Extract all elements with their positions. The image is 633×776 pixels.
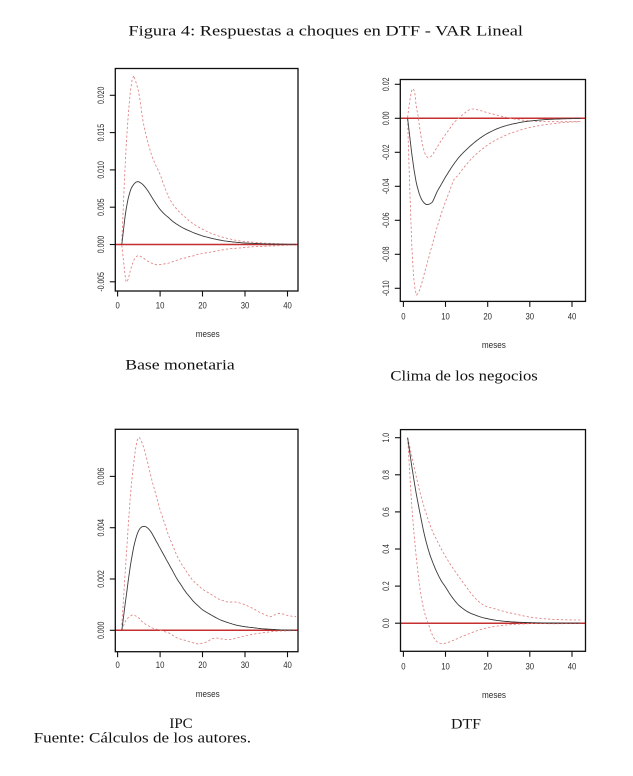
svg-text:10: 10 (441, 661, 450, 671)
svg-text:40: 40 (283, 660, 292, 670)
svg-text:0.002: 0.002 (96, 570, 106, 588)
svg-text:10: 10 (156, 301, 165, 311)
svg-text:0.000: 0.000 (96, 236, 106, 254)
svg-text:-0.02: -0.02 (381, 144, 391, 160)
svg-text:0.0: 0.0 (381, 618, 391, 628)
svg-text:0.2: 0.2 (381, 581, 391, 591)
svg-text:0: 0 (401, 311, 405, 321)
svg-text:0.8: 0.8 (381, 470, 391, 480)
svg-text:30: 30 (526, 661, 535, 671)
svg-text:0.015: 0.015 (96, 124, 106, 142)
svg-text:40: 40 (283, 301, 292, 311)
svg-text:Figura 4: Respuestas a choques: Figura 4: Respuestas a choques en DTF - … (128, 23, 523, 40)
svg-text:-0.08: -0.08 (381, 246, 391, 262)
svg-text:-0.005: -0.005 (96, 272, 106, 292)
svg-text:DTF: DTF (451, 717, 481, 733)
svg-text:20: 20 (483, 661, 492, 671)
svg-text:meses: meses (196, 329, 220, 340)
svg-text:0.00: 0.00 (381, 111, 391, 125)
svg-text:20: 20 (198, 660, 207, 670)
svg-text:20: 20 (198, 301, 207, 311)
svg-text:0.02: 0.02 (381, 77, 391, 91)
svg-text:30: 30 (526, 311, 535, 321)
svg-text:10: 10 (441, 311, 450, 321)
svg-text:meses: meses (196, 689, 220, 700)
svg-text:0: 0 (115, 660, 119, 670)
svg-text:0.000: 0.000 (96, 621, 106, 639)
svg-text:0.6: 0.6 (381, 507, 391, 517)
svg-text:10: 10 (156, 660, 165, 670)
svg-text:1.0: 1.0 (381, 433, 391, 443)
svg-text:meses: meses (482, 340, 506, 351)
svg-text:-0.04: -0.04 (381, 178, 391, 194)
svg-text:0.006: 0.006 (96, 468, 106, 486)
svg-text:0.020: 0.020 (96, 86, 106, 104)
svg-text:0: 0 (115, 301, 119, 311)
svg-text:20: 20 (483, 311, 492, 321)
svg-text:0.004: 0.004 (96, 519, 106, 537)
svg-text:Base monetaria: Base monetaria (125, 358, 235, 374)
svg-text:-0.06: -0.06 (381, 212, 391, 228)
svg-text:Fuente: Cálculos de los autore: Fuente: Cálculos de los autores. (34, 730, 251, 746)
svg-text:0: 0 (401, 661, 405, 671)
svg-text:40: 40 (568, 661, 577, 671)
svg-text:Clima de los negocios: Clima de los negocios (390, 369, 538, 385)
svg-text:0.005: 0.005 (96, 198, 106, 216)
svg-text:meses: meses (482, 690, 506, 701)
svg-text:0.010: 0.010 (96, 161, 106, 179)
svg-text:0.4: 0.4 (381, 544, 391, 554)
svg-text:-0.10: -0.10 (381, 280, 391, 296)
svg-text:30: 30 (241, 301, 250, 311)
svg-text:30: 30 (241, 660, 250, 670)
svg-text:40: 40 (568, 311, 577, 321)
svg-text:IPC: IPC (169, 716, 192, 732)
